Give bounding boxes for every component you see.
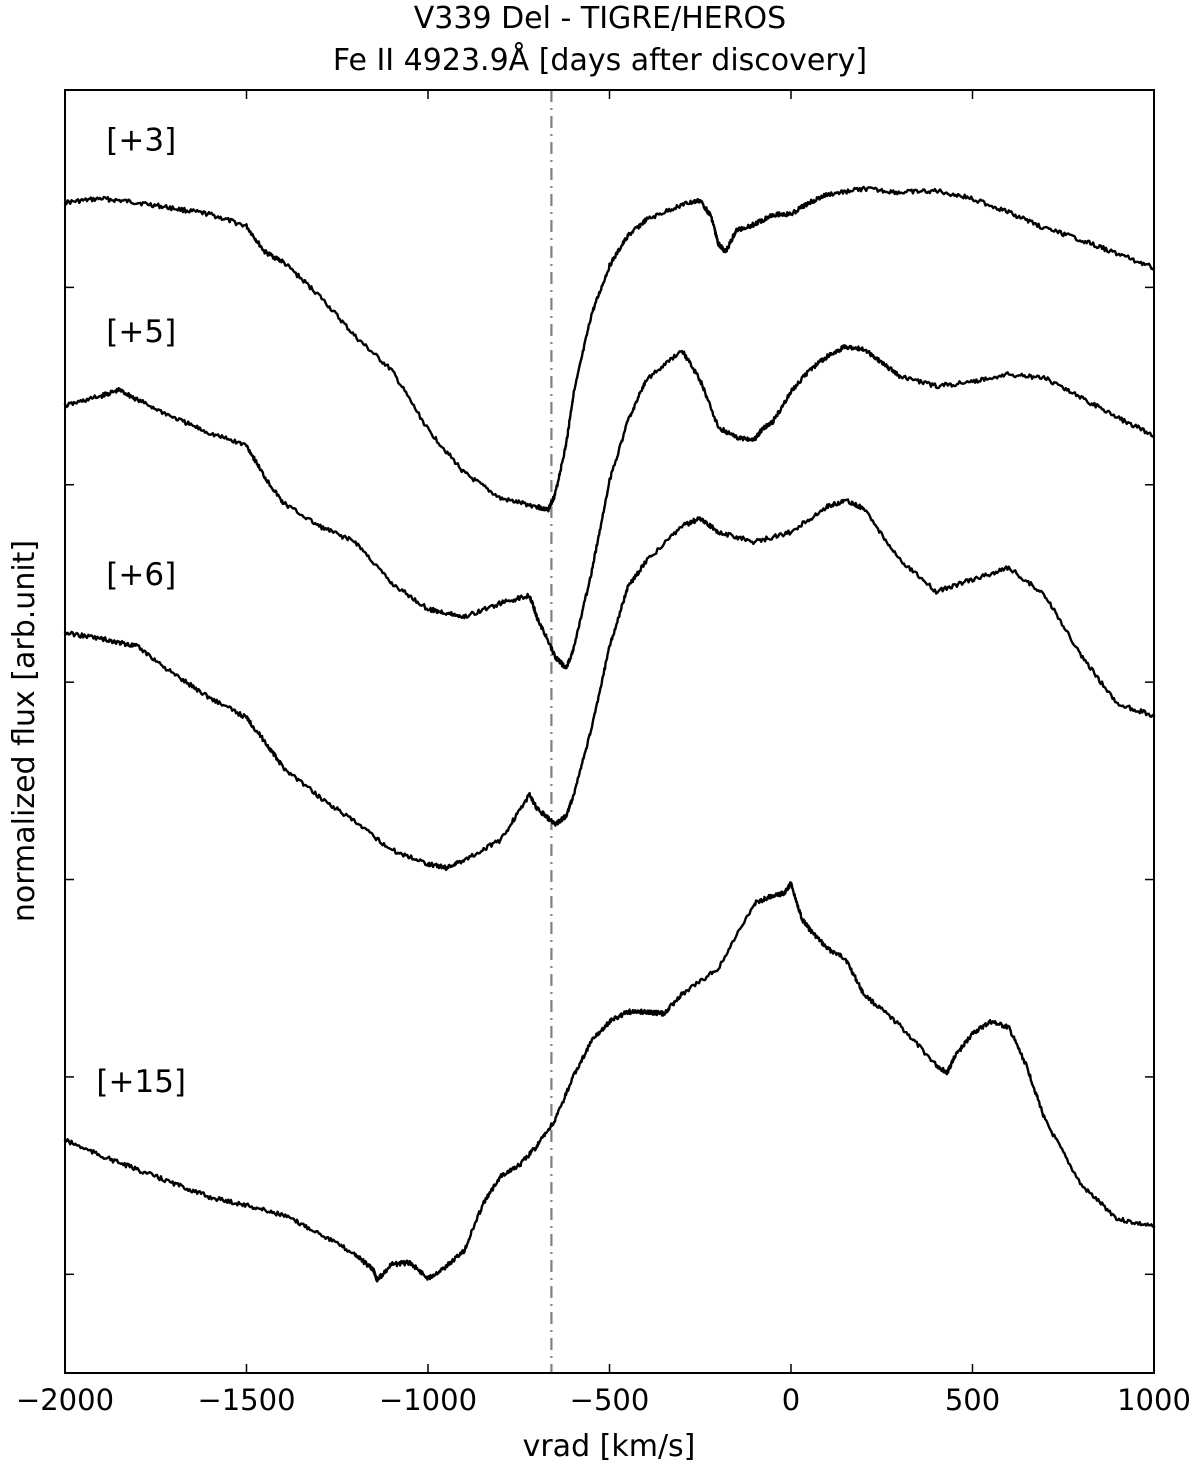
x-tick-label: −1500 — [197, 1383, 295, 1417]
y-axis-label: normalized flux [arb.unit] — [7, 540, 42, 922]
x-tick-label: −1000 — [379, 1383, 477, 1417]
plot-frame — [64, 89, 1155, 1374]
chart-title: V339 Del - TIGRE/HEROS — [413, 1, 787, 36]
x-axis-label: vrad [km/s] — [523, 1429, 696, 1464]
axis-ticks: −2000 −1500 −1000 −500 0 500 1000 — [16, 90, 1191, 1417]
chart-subtitle: Fe II 4923.9Å [days after discovery] — [332, 43, 868, 78]
series-label-1: [+5] — [106, 314, 176, 350]
series-line-0 — [63, 185, 1156, 513]
x-tick-label: −500 — [570, 1383, 650, 1417]
plot-content: [+3] [+5] [+6] [+15] — [63, 90, 1156, 1373]
x-tick-label: −2000 — [16, 1383, 114, 1417]
series-label-2: [+6] — [106, 557, 176, 593]
series-line-1 — [63, 344, 1156, 670]
series-line-3 — [63, 881, 1156, 1283]
series-line-2 — [63, 498, 1156, 872]
series-label-0: [+3] — [106, 123, 176, 159]
series-label-3: [+15] — [96, 1064, 186, 1100]
x-tick-label: 500 — [945, 1383, 1000, 1417]
x-tick-label: 1000 — [1117, 1383, 1191, 1417]
x-tick-label: 0 — [782, 1383, 800, 1417]
